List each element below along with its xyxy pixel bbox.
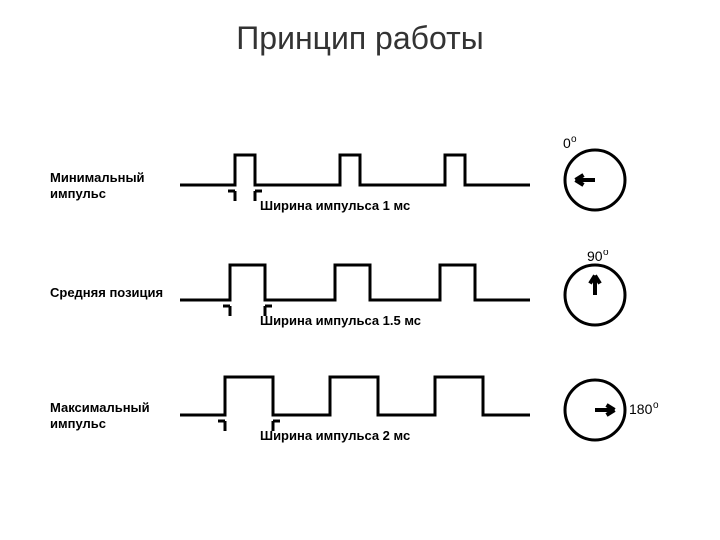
servo-dial: 0 o <box>550 135 670 225</box>
svg-text:180: 180 <box>629 401 653 417</box>
svg-text:o: o <box>571 135 577 145</box>
svg-text:0: 0 <box>563 135 571 151</box>
pulse-row: Средняя позиция Ширина импульса 1.5 мс 9… <box>50 245 670 360</box>
row-label: Максимальный импульс <box>50 400 175 431</box>
row-label: Средняя позиция <box>50 285 175 301</box>
row-label: Минимальный импульс <box>50 170 175 201</box>
svg-text:90: 90 <box>587 250 603 264</box>
pulse-caption: Ширина импульса 1 мс <box>260 198 410 213</box>
servo-dial: 180 o <box>550 365 670 455</box>
svg-text:o: o <box>603 250 609 258</box>
pulse-caption: Ширина импульса 1.5 мс <box>260 313 421 328</box>
pulse-row: Минимальный импульс Ширина импульса 1 мс… <box>50 130 670 245</box>
servo-dial: 90 o <box>550 250 670 340</box>
svg-text:o: o <box>653 400 659 411</box>
pulse-row: Максимальный импульс Ширина импульса 2 м… <box>50 360 670 475</box>
pulse-caption: Ширина импульса 2 мс <box>260 428 410 443</box>
page-title: Принцип работы <box>0 0 720 57</box>
diagram-rows: Минимальный импульс Ширина импульса 1 мс… <box>50 130 670 475</box>
